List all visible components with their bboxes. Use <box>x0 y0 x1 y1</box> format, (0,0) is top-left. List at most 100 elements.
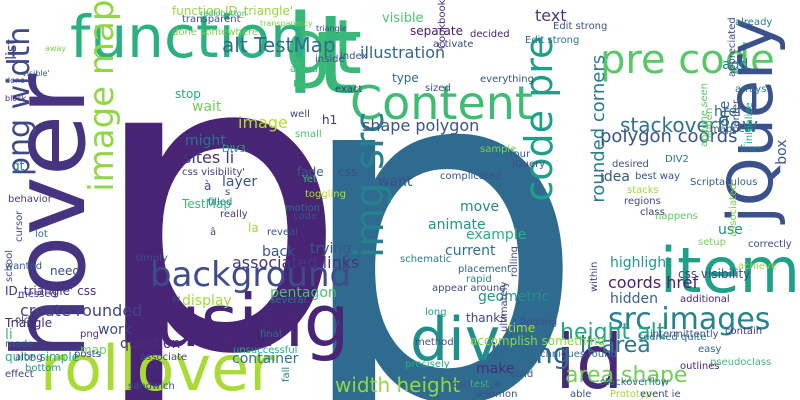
cloud-word: idea <box>600 169 630 185</box>
cloud-word: placement <box>458 264 512 275</box>
cloud-word: lt img <box>490 337 571 370</box>
cloud-word: TestMap <box>182 197 231 211</box>
cloud-word: stackoverflow <box>620 113 759 137</box>
cloud-word: image map <box>82 0 122 193</box>
cloud-word: highlight <box>610 255 672 271</box>
cloud-word: map <box>80 343 107 357</box>
cloud-word: done somewhere <box>172 27 259 38</box>
cloud-word: Scriptaculous <box>690 177 758 188</box>
cloud-word: fiddling <box>520 317 558 328</box>
cloud-word: display <box>182 293 232 309</box>
cloud-word: s <box>225 187 231 198</box>
cloud-word: desired <box>612 159 649 170</box>
cloud-word: separate <box>410 24 463 38</box>
cloud-word: animate <box>428 217 486 233</box>
cloud-word: method <box>415 337 454 348</box>
cloud-word: coords href <box>608 273 699 292</box>
cloud-word: text <box>535 6 567 25</box>
cloud-word: example <box>466 227 527 243</box>
cloud-word: css visibility <box>678 267 751 281</box>
cloud-word: Edit strong <box>553 21 608 32</box>
cloud-word: create rounded <box>20 301 143 320</box>
cloud-word: work <box>98 322 132 338</box>
cloud-word: box <box>774 139 790 165</box>
cloud-word: alt TestMap <box>222 33 336 57</box>
cloud-word: DIV3 <box>222 144 246 155</box>
cloud-word: code pre <box>517 35 561 202</box>
cloud-word: href <box>714 104 742 120</box>
cloud-word: bottom <box>25 363 62 374</box>
cloud-word: transparent <box>182 14 241 25</box>
cloud-word: id <box>555 318 624 400</box>
cloud-word: triangle <box>316 24 347 33</box>
cloud-word: move <box>460 199 500 215</box>
cloud-word: wait <box>192 99 222 115</box>
cloud-word: block <box>5 94 27 103</box>
cloud-word: complicated <box>440 171 502 182</box>
cloud-word: associate <box>140 352 188 363</box>
cloud-word: setup <box>698 237 726 248</box>
cloud-word: TestMap_w <box>448 379 502 390</box>
cloud-word: reveal <box>267 227 299 238</box>
cloud-word: fall <box>281 366 292 382</box>
cloud-word: sites li <box>183 148 235 167</box>
cloud-word: everything <box>480 74 534 85</box>
cloud-word: want <box>378 174 413 190</box>
cloud-word: make <box>476 361 515 377</box>
cloud-word: Content <box>350 76 533 130</box>
cloud-word: sized <box>425 83 451 94</box>
cloud-word: test <box>470 379 490 390</box>
cloud-word: posts <box>74 349 101 360</box>
cloud-word: div <box>410 305 501 375</box>
cloud-word: shape polygon <box>362 116 480 135</box>
cloud-word: visible' <box>22 69 50 78</box>
cloud-word: code <box>293 211 318 222</box>
cloud-word: polygon coords <box>600 126 738 147</box>
cloud-word: cursor <box>14 210 25 242</box>
cloud-word: hidden <box>610 291 659 307</box>
cloud-word: pentagon <box>270 285 337 301</box>
cloud-word: activate <box>433 39 474 50</box>
cloud-word: sandwich <box>128 381 175 392</box>
cloud-word: appear around <box>432 283 506 294</box>
cloud-word: geometric <box>478 289 550 305</box>
cloud-word: messed <box>18 289 57 300</box>
cloud-word: back <box>262 244 296 260</box>
cloud-word: thanks <box>466 311 507 325</box>
cloud-word: filled <box>208 197 233 208</box>
cloud-word: additional <box>680 294 730 305</box>
cloud-word: jQuery <box>512 159 546 170</box>
cloud-word: solomon <box>475 389 518 400</box>
cloud-word: effect <box>5 369 34 380</box>
cloud-word: able <box>570 389 592 400</box>
cloud-word: easy <box>698 344 722 355</box>
cloud-word: wanted <box>5 261 43 272</box>
cloud-word: w <box>172 294 181 305</box>
cloud-word: really <box>220 209 248 220</box>
cloud-word: best way <box>635 171 681 182</box>
cloud-word: stackoverflow <box>600 377 670 388</box>
cloud-word: â <box>210 227 217 238</box>
cloud-word: layer <box>222 174 258 190</box>
cloud-word: decided <box>470 29 510 40</box>
cloud-word: simply <box>135 253 168 264</box>
cloud-word: question <box>120 336 181 352</box>
cloud-word: transparency <box>260 19 313 28</box>
cloud-word: associated links <box>232 253 360 272</box>
cloud-word: schematic <box>400 254 452 265</box>
cloud-word: final <box>260 329 282 340</box>
cloud-word: seemed quite <box>638 332 707 343</box>
cloud-word: class <box>640 207 665 218</box>
cloud-word: area shape <box>565 363 688 388</box>
cloud-word: lt <box>285 0 359 119</box>
cloud-word: use <box>718 222 743 238</box>
cloud-word: actually <box>290 64 330 75</box>
cloud-word: mapped <box>710 124 752 135</box>
cloud-word: small <box>295 129 322 140</box>
cloud-word: add <box>722 57 749 73</box>
cloud-word: using <box>155 279 350 363</box>
cloud-word: lot <box>35 229 48 240</box>
cloud-word: illustration <box>360 43 446 62</box>
cloud-word: fade <box>297 165 324 179</box>
